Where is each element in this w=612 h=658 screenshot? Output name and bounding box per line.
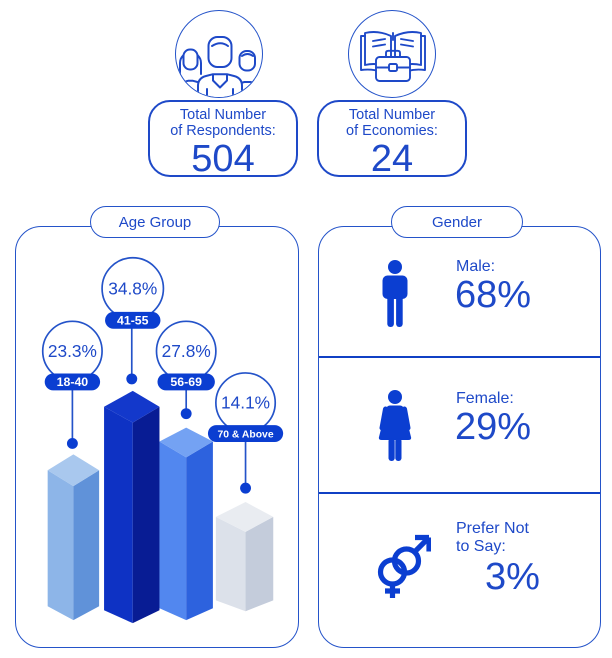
prefer-not-value: 3% [485,556,540,598]
economies-label: Total Number of Economies: [346,107,438,139]
callout-70-above: 14.1% 70 & Above [207,372,284,494]
economies-icon-circle [348,10,436,98]
economies-stat-card: Total Number of Economies: 24 [317,100,467,180]
percent-41-55: 34.8% [108,278,157,298]
age-group-title: Age Group [118,213,192,231]
range-70-above: 70 & Above [217,429,273,440]
bar-41-55 [104,390,160,624]
book-briefcase-icon [360,31,426,82]
callout-56-69: 27.8% 56-69 [155,320,217,420]
respondents-stat-card: Total Number of Respondents: 504 [148,100,298,180]
range-18-40: 18-40 [57,375,89,389]
callout-dot [66,437,78,449]
bar-56-69 [159,427,213,621]
respondents-label: Total Number of Respondents: [170,107,276,139]
bar-18-40 [47,454,100,621]
age-chart: 34.8% 41-55 23.3% 18-40 27.8% 56-69 [41,256,284,624]
percent-18-40: 23.3% [48,341,97,361]
people-group-icon [176,36,262,97]
callout-dot [240,482,251,494]
callout-41-55: 34.8% 41-55 [101,256,165,385]
callout-18-40: 23.3% 18-40 [41,320,103,449]
gender-title-pill: Gender [391,206,523,238]
gender-panel: Male: 68% Female: 29% [318,226,601,648]
male-icon [382,260,408,327]
male-value: 68% [455,274,532,316]
callout-dot [126,373,138,385]
gender-row-divider-2 [319,492,600,494]
female-icon [378,390,412,461]
percent-56-69: 27.8% [162,341,211,361]
bar-70-above [215,502,274,612]
age-group-title-pill: Age Group [90,206,220,238]
range-56-69: 56-69 [170,375,202,389]
gender-row-divider-1 [319,356,600,358]
range-41-55: 41-55 [117,314,149,328]
female-value: 29% [455,406,532,448]
female-label: Female: [456,390,514,407]
respondents-value: 504 [191,138,255,180]
respondents-icon-circle [175,10,263,98]
male-label: Male: [456,258,496,275]
gender-title: Gender [431,213,483,231]
prefer-not-label: Prefer Not to Say: [456,520,529,555]
callout-dot [180,408,192,420]
gender-symbols-icon [377,534,431,598]
age-group-panel: 34.8% 41-55 23.3% 18-40 27.8% 56-69 [15,226,299,648]
economies-value: 24 [370,138,414,180]
percent-70-above: 14.1% [221,393,270,413]
